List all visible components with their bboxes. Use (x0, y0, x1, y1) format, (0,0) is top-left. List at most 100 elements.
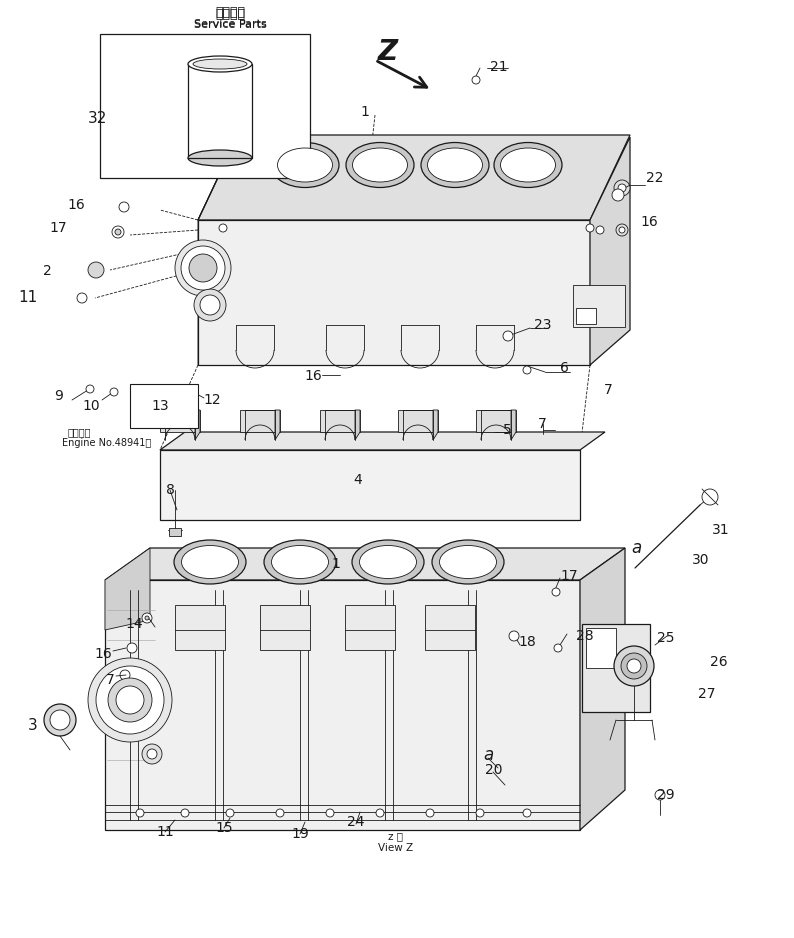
Text: 2: 2 (43, 264, 52, 278)
Circle shape (619, 227, 625, 233)
Polygon shape (240, 410, 280, 432)
Text: 27: 27 (698, 687, 715, 701)
Ellipse shape (174, 540, 246, 584)
Polygon shape (160, 410, 200, 432)
Ellipse shape (346, 143, 414, 188)
Circle shape (115, 229, 121, 235)
Ellipse shape (264, 540, 336, 584)
Text: 7: 7 (604, 383, 613, 397)
Ellipse shape (427, 148, 483, 182)
Text: 3: 3 (29, 719, 38, 734)
Circle shape (523, 809, 531, 817)
Text: 18: 18 (518, 635, 536, 649)
Text: a: a (483, 746, 493, 764)
Text: 25: 25 (657, 631, 674, 645)
Circle shape (276, 809, 284, 817)
Text: 16: 16 (304, 369, 322, 383)
Text: 6: 6 (560, 361, 569, 375)
Ellipse shape (353, 148, 407, 182)
Bar (573, 285, 625, 327)
Circle shape (627, 659, 641, 673)
Polygon shape (320, 410, 360, 432)
Text: 29: 29 (657, 788, 675, 802)
Polygon shape (160, 450, 580, 520)
Circle shape (120, 670, 130, 680)
Text: 7: 7 (106, 673, 115, 687)
Text: 16: 16 (67, 198, 85, 212)
Polygon shape (580, 548, 625, 830)
Text: 10: 10 (83, 399, 100, 413)
Ellipse shape (440, 546, 496, 579)
Circle shape (523, 366, 531, 374)
Circle shape (509, 631, 519, 641)
Text: 17: 17 (49, 221, 67, 235)
Circle shape (426, 809, 434, 817)
Polygon shape (198, 135, 630, 220)
Circle shape (50, 710, 70, 730)
Text: View Z: View Z (379, 843, 414, 853)
Text: 15: 15 (215, 821, 233, 835)
Circle shape (552, 588, 560, 596)
Text: 30: 30 (692, 553, 710, 567)
Circle shape (614, 180, 630, 196)
Circle shape (219, 224, 227, 232)
Text: 16: 16 (640, 215, 657, 229)
Ellipse shape (432, 540, 504, 584)
Text: 12: 12 (203, 393, 221, 407)
Polygon shape (195, 410, 200, 440)
Circle shape (503, 331, 513, 341)
Circle shape (77, 293, 87, 303)
Polygon shape (511, 410, 516, 440)
Text: z 視: z 視 (388, 831, 403, 841)
Text: 26: 26 (710, 655, 727, 669)
Polygon shape (476, 410, 516, 432)
Polygon shape (590, 137, 630, 365)
Circle shape (96, 666, 164, 734)
Circle shape (88, 658, 172, 742)
Circle shape (194, 289, 226, 321)
Ellipse shape (360, 546, 417, 579)
Circle shape (112, 226, 124, 238)
Text: 31: 31 (712, 523, 730, 537)
Circle shape (142, 613, 152, 623)
Bar (175, 605, 225, 650)
Text: a: a (631, 539, 641, 557)
Polygon shape (198, 135, 238, 365)
Circle shape (476, 809, 484, 817)
Circle shape (616, 224, 628, 236)
Circle shape (88, 262, 104, 278)
Bar (260, 605, 310, 650)
Circle shape (614, 646, 654, 686)
Text: 14: 14 (125, 617, 143, 631)
Circle shape (119, 202, 129, 212)
Text: 23: 23 (534, 318, 552, 332)
Text: 9: 9 (54, 389, 63, 403)
Circle shape (127, 643, 137, 653)
Circle shape (181, 246, 225, 290)
Bar (169, 528, 181, 536)
Circle shape (145, 616, 149, 620)
Text: 7: 7 (538, 417, 547, 431)
Bar (138, 393, 186, 423)
Circle shape (702, 489, 718, 505)
Circle shape (142, 744, 162, 764)
Bar (345, 605, 395, 650)
Ellipse shape (188, 56, 252, 72)
Text: 13: 13 (151, 399, 169, 413)
Bar (586, 628, 616, 668)
Text: 補給専用: 補給専用 (215, 6, 245, 19)
Text: 11: 11 (156, 825, 174, 839)
Circle shape (554, 644, 562, 652)
Polygon shape (105, 580, 580, 830)
Ellipse shape (188, 150, 252, 166)
Polygon shape (198, 220, 590, 365)
Text: Service Parts: Service Parts (194, 19, 266, 29)
Text: 補給専用: 補給専用 (215, 8, 245, 21)
Circle shape (612, 189, 624, 201)
Circle shape (136, 809, 144, 817)
Text: 19: 19 (291, 827, 309, 841)
Text: 32: 32 (88, 111, 107, 126)
Text: 16: 16 (94, 647, 112, 661)
Circle shape (86, 385, 94, 393)
Ellipse shape (494, 143, 562, 188)
